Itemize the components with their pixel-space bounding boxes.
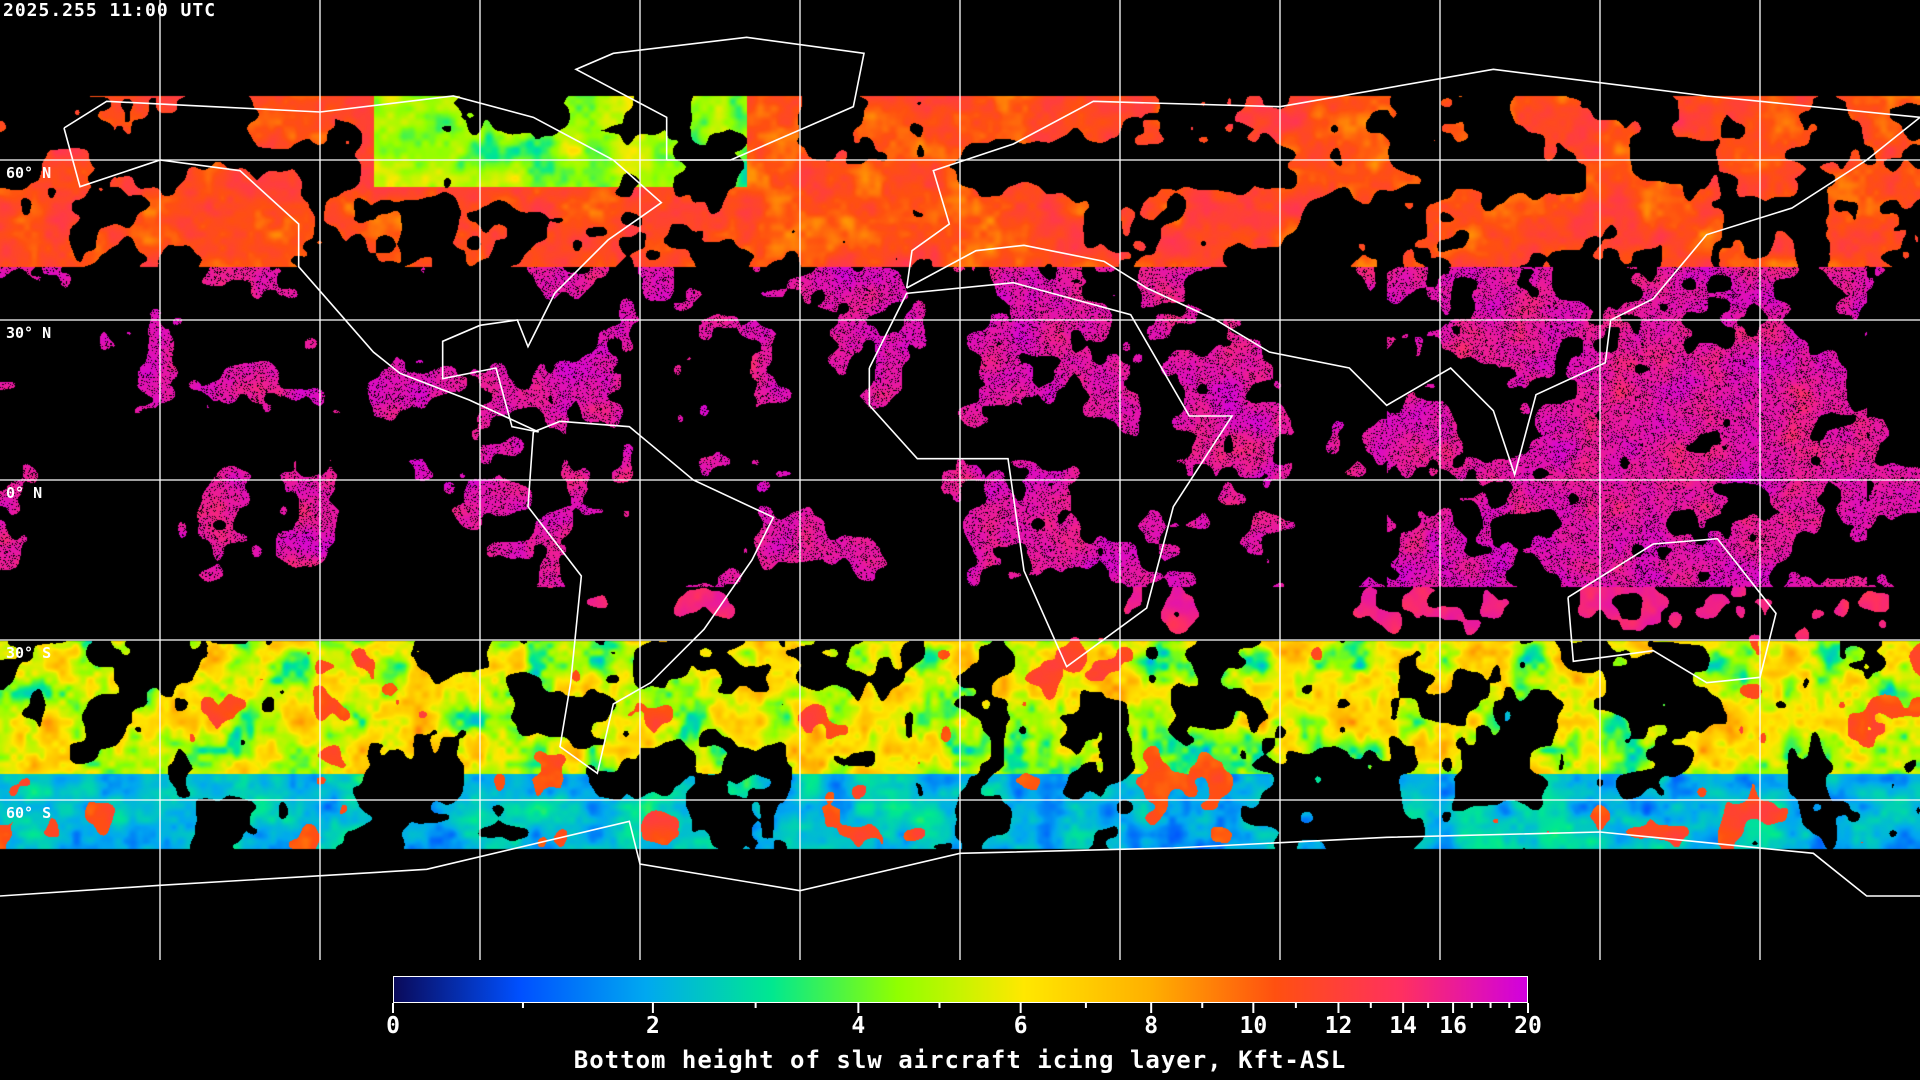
coastline-greenland <box>574 36 865 161</box>
colorbar <box>393 976 1528 1003</box>
coastline-australia <box>1567 537 1777 684</box>
colorbar-tick-label: 20 <box>1514 1013 1542 1039</box>
lat-label-30s: 30° S <box>6 644 52 662</box>
coastline-north-america <box>63 95 663 433</box>
colorbar-tick-label: 16 <box>1439 1013 1467 1039</box>
coastline-south-america <box>527 420 775 775</box>
colorbar-tick-label: 8 <box>1144 1013 1159 1039</box>
lat-label-60s: 60° S <box>6 804 52 822</box>
map-overlay <box>0 0 1920 960</box>
colorbar-tick-label: 2 <box>645 1013 660 1039</box>
colorbar-tick-label: 14 <box>1389 1013 1417 1039</box>
coastline-eurasia <box>905 68 1920 478</box>
colorbar-tick-label: 0 <box>386 1013 400 1039</box>
colorbar-tick-label: 10 <box>1239 1013 1268 1039</box>
lat-label-60n: 60° N <box>6 164 52 182</box>
colorbar-tick-label: 6 <box>1013 1013 1028 1039</box>
map-view[interactable] <box>0 0 1920 960</box>
lat-label-30n: 30° N <box>6 324 52 342</box>
coastline-antarctica <box>0 820 1920 897</box>
colorbar-tick-label: 4 <box>851 1013 866 1039</box>
lat-label-0n: 0° N <box>6 484 43 502</box>
colorbar-title: Bottom height of slw aircraft icing laye… <box>573 1046 1347 1074</box>
timestamp: 2025.255 11:00 UTC <box>3 0 217 21</box>
colorbar-tick-label: 12 <box>1324 1013 1353 1039</box>
coastline-africa <box>868 281 1234 668</box>
